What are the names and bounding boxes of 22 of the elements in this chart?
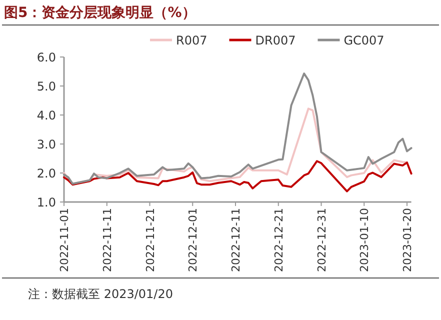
x-tick-label: 2022-11-01 (58, 208, 71, 272)
y-tick-label: 1.0 (36, 196, 56, 210)
x-tick-label: 2022-12-11 (230, 208, 242, 272)
line-series (63, 160, 412, 192)
x-tick-label: 2022-12-21 (272, 208, 286, 272)
legend-label: R007 (176, 34, 208, 48)
chart-title: 图5：资金分层现象明显（%） (4, 5, 196, 21)
x-tick-label: 2023-01-20 (401, 208, 414, 272)
x-tick-label: 2023-01-10 (358, 208, 372, 272)
x-tick-label: 2022-11-11 (100, 208, 114, 272)
text: 注：数据截至 2023/01/20 (28, 287, 173, 301)
x-tick-label: 2022-12-31 (315, 208, 328, 272)
x-tick-label: 2022-11-21 (144, 208, 157, 272)
y-tick-label: 6.0 (36, 50, 56, 64)
legend-label: GC007 (344, 34, 384, 48)
y-tick-label: 4.0 (36, 108, 56, 122)
y-tick-label: 5.0 (36, 80, 56, 94)
legend-label: DR007 (255, 34, 296, 48)
line-series (63, 72, 412, 185)
x-tick-label: 2022-12-01 (186, 208, 200, 272)
y-tick-label: 3.0 (36, 138, 56, 152)
y-tick-label: 2.0 (36, 166, 56, 180)
